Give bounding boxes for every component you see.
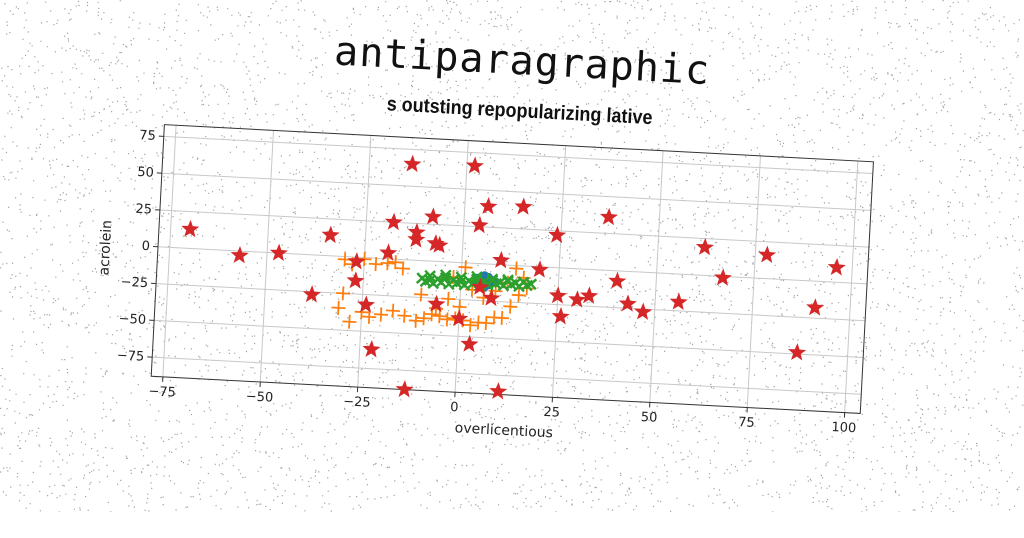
star-point: [618, 294, 637, 312]
x-grid-line: [747, 156, 760, 408]
star-point: [530, 260, 549, 278]
star-point: [669, 292, 688, 310]
star-point: [384, 212, 403, 230]
star-point: [181, 219, 200, 237]
y-grid-line: [154, 320, 863, 357]
x-grid-line: [163, 125, 176, 377]
star-point: [788, 343, 807, 361]
plus-point: [336, 286, 351, 301]
star-point: [321, 225, 340, 243]
y-tick-label: 75: [139, 128, 156, 144]
star-point: [479, 197, 498, 215]
plus-point: [374, 307, 389, 322]
star-point: [424, 207, 443, 225]
x-grid-line: [650, 151, 663, 403]
star-point: [633, 302, 652, 320]
star-point: [806, 298, 825, 316]
plus-point: [342, 314, 357, 329]
y-tick-label: −50: [118, 312, 146, 328]
star-point: [492, 250, 511, 268]
x-grid-line: [260, 130, 273, 382]
x-tick-label: −25: [343, 394, 371, 410]
star-point: [713, 268, 732, 286]
star-point: [470, 215, 489, 233]
star-point: [548, 225, 567, 243]
star-point: [356, 295, 375, 313]
y-axis-label: acrolein: [96, 220, 115, 276]
star-point: [302, 285, 321, 303]
star-point: [827, 258, 846, 276]
star-point: [758, 245, 777, 263]
y-grid-line: [152, 357, 861, 394]
x-tick-label: −50: [245, 389, 273, 405]
x-grid-line: [552, 146, 565, 398]
star-point: [599, 207, 618, 225]
star-point: [695, 237, 714, 255]
y-grid-line: [164, 136, 873, 173]
plus-point: [414, 287, 429, 302]
star-point: [489, 382, 508, 400]
plus-point: [509, 261, 524, 276]
x-tick-label: 75: [738, 415, 755, 431]
y-tick-label: 25: [135, 202, 152, 218]
x-grid-line: [845, 161, 858, 413]
plus-point: [495, 311, 510, 326]
star-point: [551, 307, 570, 325]
y-grid-line: [160, 210, 869, 247]
plus-point: [396, 261, 411, 276]
y-tick-label: 50: [137, 165, 154, 181]
star-point: [608, 271, 627, 289]
star-point: [514, 197, 533, 215]
x-tick-label: 25: [543, 405, 560, 421]
plus-point: [440, 312, 455, 327]
star-point: [362, 340, 381, 358]
star-point: [395, 380, 414, 398]
plus-point: [416, 311, 431, 326]
plus-point: [331, 301, 346, 316]
star-point: [465, 156, 484, 174]
x-axis-label: overlicentious: [454, 420, 553, 441]
star-point: [580, 286, 599, 304]
y-tick-label: −25: [120, 275, 148, 291]
star-point: [269, 243, 288, 261]
star-point: [230, 245, 249, 263]
plus-point: [432, 309, 447, 324]
star-point: [346, 271, 365, 289]
y-tick-label: −75: [116, 348, 144, 364]
x-tick-label: 50: [640, 410, 657, 426]
x-tick-label: 100: [831, 420, 857, 436]
y-tick-label: 0: [141, 239, 150, 254]
x-tick-label: 0: [450, 400, 459, 415]
star-point: [403, 154, 422, 172]
x-tick-label: −75: [148, 384, 176, 400]
plus-point: [441, 292, 456, 307]
